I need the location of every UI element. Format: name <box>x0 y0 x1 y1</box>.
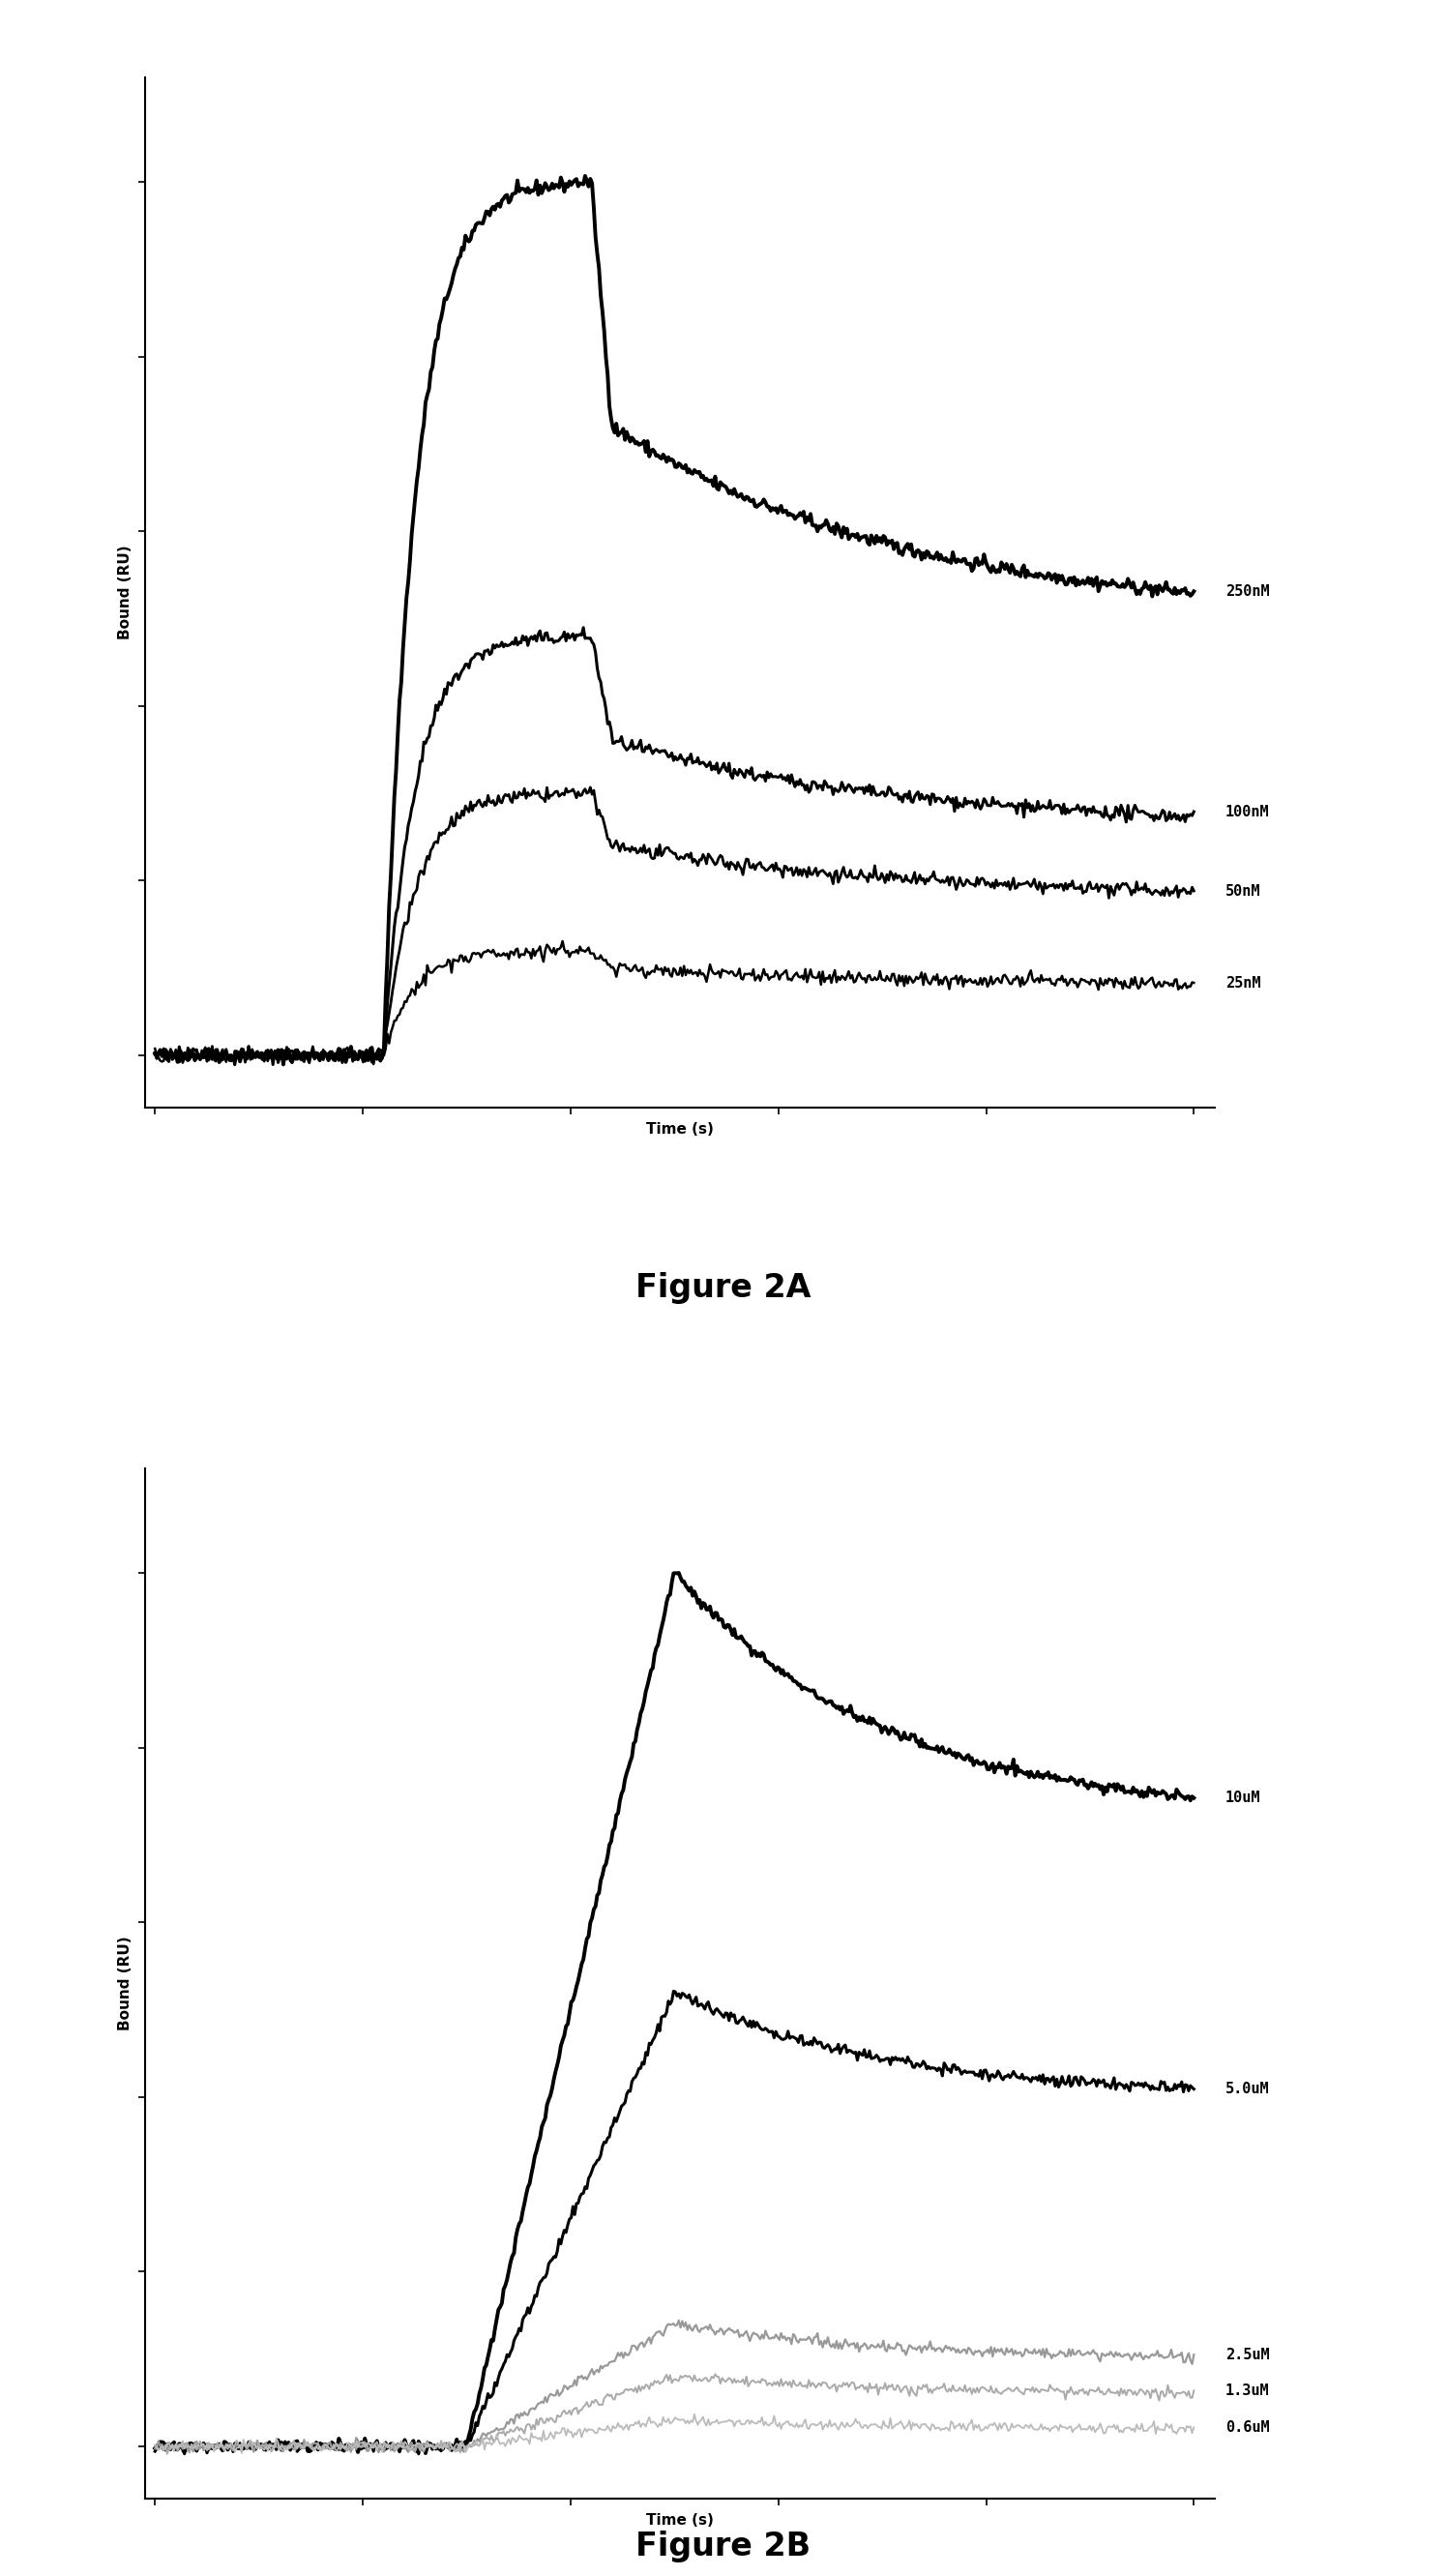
Y-axis label: Bound (RU): Bound (RU) <box>119 546 133 639</box>
X-axis label: Time (s): Time (s) <box>646 2514 713 2527</box>
Text: 1.3uM: 1.3uM <box>1225 2383 1270 2398</box>
Text: 250nM: 250nM <box>1225 585 1270 598</box>
Text: 5.0uM: 5.0uM <box>1225 2081 1270 2097</box>
Text: 2.5uM: 2.5uM <box>1225 2347 1270 2362</box>
Text: Figure 2A: Figure 2A <box>635 1273 811 1303</box>
X-axis label: Time (s): Time (s) <box>646 1123 713 1136</box>
Text: 10uM: 10uM <box>1225 1790 1261 1806</box>
Text: 0.6uM: 0.6uM <box>1225 2419 1270 2434</box>
Text: 50nM: 50nM <box>1225 884 1261 899</box>
Y-axis label: Bound (RU): Bound (RU) <box>119 1937 133 2030</box>
Text: 100nM: 100nM <box>1225 804 1270 819</box>
Text: 25nM: 25nM <box>1225 976 1261 989</box>
Text: Figure 2B: Figure 2B <box>635 2530 811 2563</box>
